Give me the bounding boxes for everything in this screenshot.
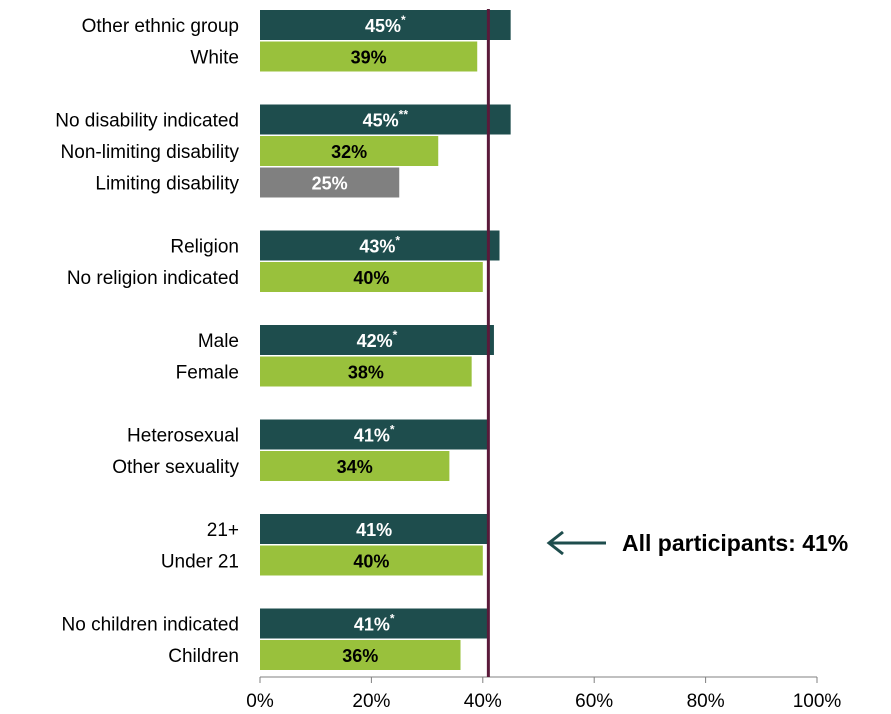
category-label: Other sexuality — [112, 457, 239, 478]
significance-marker: ** — [399, 108, 409, 122]
significance-marker: * — [401, 13, 406, 27]
category-label: No children indicated — [62, 615, 239, 636]
tick-label: 0% — [246, 691, 274, 712]
significance-marker: * — [390, 612, 395, 626]
x-axis-ticks: 0% 20% 40% 60% 80% 100% — [246, 677, 841, 712]
category-label: No religion indicated — [67, 268, 239, 289]
data-label: 40% — [353, 552, 389, 572]
data-label: 41%* — [354, 423, 395, 446]
all-participants-label: All participants: 41% — [622, 530, 848, 556]
category-label: 21+ — [207, 520, 239, 541]
bars-layer: Other ethnic group 45%* White 39% No disabil… — [55, 10, 511, 670]
bar — [260, 10, 511, 40]
tick-label: 20% — [352, 691, 390, 712]
bar — [260, 451, 450, 481]
bar — [260, 262, 483, 292]
category-label: Children — [168, 646, 239, 667]
category-label: Religion — [170, 237, 239, 258]
data-label: 34% — [337, 457, 373, 477]
bar — [260, 136, 439, 166]
tick-label: 100% — [793, 691, 842, 712]
arrow-head-icon — [546, 530, 564, 556]
bar — [260, 167, 400, 198]
category-label: Male — [198, 331, 239, 352]
data-label: 25% — [312, 174, 348, 194]
category-label: White — [190, 48, 239, 69]
category-label: Female — [176, 363, 239, 384]
category-label: Non-limiting disability — [61, 142, 240, 163]
tick-label: 80% — [687, 691, 725, 712]
data-label: 45%** — [363, 108, 409, 131]
bar — [260, 545, 483, 576]
category-label: Under 21 — [161, 552, 239, 573]
bar — [260, 514, 489, 544]
bar — [260, 419, 489, 450]
bar — [260, 104, 511, 135]
category-label: Heterosexual — [127, 426, 239, 447]
significance-marker: * — [390, 423, 395, 437]
bar — [260, 230, 500, 261]
bar — [260, 640, 461, 670]
data-label: 39% — [351, 48, 387, 68]
data-label: 41% — [356, 520, 392, 540]
data-label: 41%* — [354, 612, 395, 635]
bar — [260, 356, 472, 387]
tick-label: 60% — [575, 691, 613, 712]
data-label: 36% — [342, 646, 378, 666]
data-label: 32% — [331, 142, 367, 162]
bar — [260, 41, 478, 72]
bar — [260, 325, 494, 355]
data-label: 42%* — [357, 328, 398, 351]
significance-marker: * — [393, 328, 398, 342]
bar — [260, 608, 489, 639]
data-label: 45%* — [365, 13, 406, 36]
significance-marker: * — [395, 234, 400, 248]
data-label: 40% — [353, 268, 389, 288]
category-label: Limiting disability — [95, 174, 239, 195]
data-label: 38% — [348, 363, 384, 383]
category-label: Other ethnic group — [82, 16, 239, 37]
annotation: All participants: 41% — [546, 530, 848, 556]
tick-label: 40% — [464, 691, 502, 712]
data-label: 43%* — [359, 234, 400, 257]
category-label: No disability indicated — [55, 111, 239, 132]
